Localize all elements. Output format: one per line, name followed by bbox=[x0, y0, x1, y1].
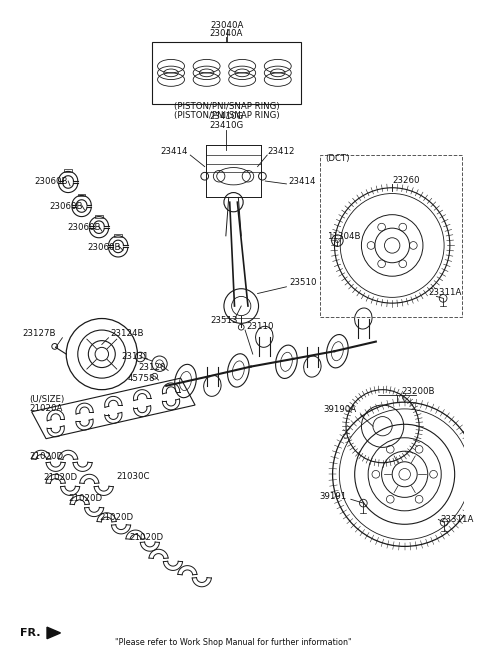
Text: 23412: 23412 bbox=[267, 147, 295, 156]
Bar bbox=[152, 42, 301, 104]
Text: (U/SIZE): (U/SIZE) bbox=[30, 394, 65, 404]
Text: 23127B: 23127B bbox=[22, 330, 56, 338]
Text: 23120: 23120 bbox=[139, 363, 166, 372]
Text: 23110: 23110 bbox=[246, 322, 274, 331]
Text: "Please refer to Work Shop Manual for further information": "Please refer to Work Shop Manual for fu… bbox=[115, 638, 352, 647]
Text: 21020D: 21020D bbox=[130, 533, 164, 542]
Text: (PISTON/PNI/SNAP RING): (PISTON/PNI/SNAP RING) bbox=[174, 101, 280, 111]
Polygon shape bbox=[47, 627, 60, 638]
Text: 23410G: 23410G bbox=[209, 121, 243, 130]
Text: 23060B: 23060B bbox=[87, 243, 121, 252]
Text: 23311A: 23311A bbox=[429, 288, 462, 297]
Text: 23131: 23131 bbox=[121, 353, 149, 361]
Text: 23040A: 23040A bbox=[210, 21, 243, 30]
Text: 23260: 23260 bbox=[392, 176, 420, 184]
Bar bbox=[114, 234, 122, 237]
Text: 23060B: 23060B bbox=[49, 202, 83, 211]
Text: 21030C: 21030C bbox=[116, 471, 150, 481]
Text: 23040A: 23040A bbox=[210, 29, 243, 38]
Text: 21020D: 21020D bbox=[30, 452, 64, 461]
Text: 23200B: 23200B bbox=[402, 387, 435, 396]
Bar bbox=[78, 194, 85, 196]
Bar bbox=[64, 170, 72, 172]
Text: (DCT): (DCT) bbox=[325, 154, 349, 163]
Text: 23510: 23510 bbox=[289, 278, 317, 288]
Text: 23060B: 23060B bbox=[67, 223, 101, 231]
Text: 21020D: 21020D bbox=[43, 473, 77, 481]
Text: 21020A: 21020A bbox=[30, 404, 63, 414]
Text: 23311A: 23311A bbox=[440, 515, 474, 524]
Text: 21020D: 21020D bbox=[68, 494, 102, 503]
Text: 11304B: 11304B bbox=[327, 232, 360, 241]
Text: 39191: 39191 bbox=[320, 492, 347, 501]
Bar bbox=[95, 215, 103, 217]
Text: 39190A: 39190A bbox=[324, 405, 357, 414]
Text: (PISTON/PNI/SNAP RING): (PISTON/PNI/SNAP RING) bbox=[173, 111, 279, 120]
Text: 23414: 23414 bbox=[288, 176, 316, 186]
Text: 23060B: 23060B bbox=[35, 178, 68, 186]
Text: 23410G: 23410G bbox=[210, 112, 244, 121]
Text: 23513: 23513 bbox=[211, 316, 239, 325]
Bar bbox=[320, 155, 462, 317]
Text: 23124B: 23124B bbox=[110, 330, 144, 338]
Text: 21020D: 21020D bbox=[99, 513, 133, 522]
Text: FR.: FR. bbox=[20, 628, 41, 638]
Text: 23414: 23414 bbox=[160, 147, 187, 156]
Text: 45758: 45758 bbox=[127, 374, 155, 383]
